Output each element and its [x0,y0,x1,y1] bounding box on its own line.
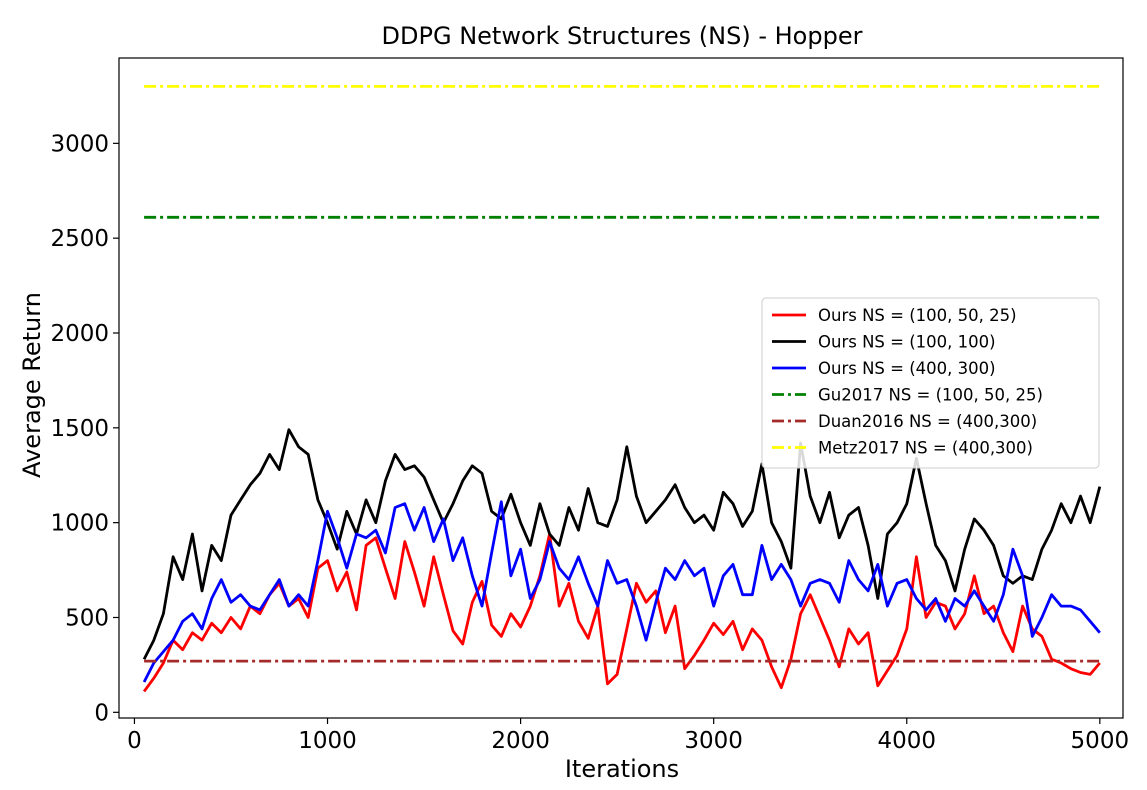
x-tick-label: 2000 [491,728,550,754]
y-tick-label: 1000 [50,511,109,537]
y-axis: 0 500 1000 1500 2000 2500 3000 [50,131,119,726]
legend: Ours NS = (100, 50, 25) Ours NS = (100, 1… [761,297,1100,469]
y-axis-label: Average Return [18,292,46,478]
series-line-ours-ns-400-300 [142,500,1101,683]
y-tick-label: 2000 [50,321,109,347]
y-tick-label: 0 [94,700,109,726]
x-tick-label: 4000 [877,728,936,754]
y-tick-label: 2500 [50,226,109,252]
y-tick-label: 3000 [50,131,109,157]
x-tick-label: 5000 [1071,728,1130,754]
legend-entry-label: Metz2017 NS = (400,300) [818,439,1033,458]
legend-box [761,297,1100,469]
x-axis-label: Iterations [565,755,679,783]
legend-entry-label: Gu2017 NS = (100, 50, 25) [818,386,1043,405]
legend-entry-label: Ours NS = (100, 50, 25) [818,306,1017,325]
y-tick-label: 1500 [50,416,109,442]
x-tick-label: 1000 [298,728,357,754]
chart-title: DDPG Network Structures (NS) - Hopper [382,22,863,50]
legend-entry-label: Duan2016 NS = (400,300) [818,412,1037,431]
series-line-ours-ns-100-100 [142,428,1102,660]
x-axis: 0 1000 2000 3000 4000 5000 [127,718,1129,754]
y-tick-label: 500 [65,605,109,631]
plot-area [118,57,1124,719]
series-line-ours-ns-100-50-25 [142,532,1101,693]
x-tick-label: 3000 [684,728,743,754]
series-lines [142,85,1102,693]
x-tick-label: 0 [127,728,142,754]
legend-entry-label: Ours NS = (100, 100) [818,333,996,352]
legend-entry-label: Ours NS = (400, 300) [818,359,996,378]
